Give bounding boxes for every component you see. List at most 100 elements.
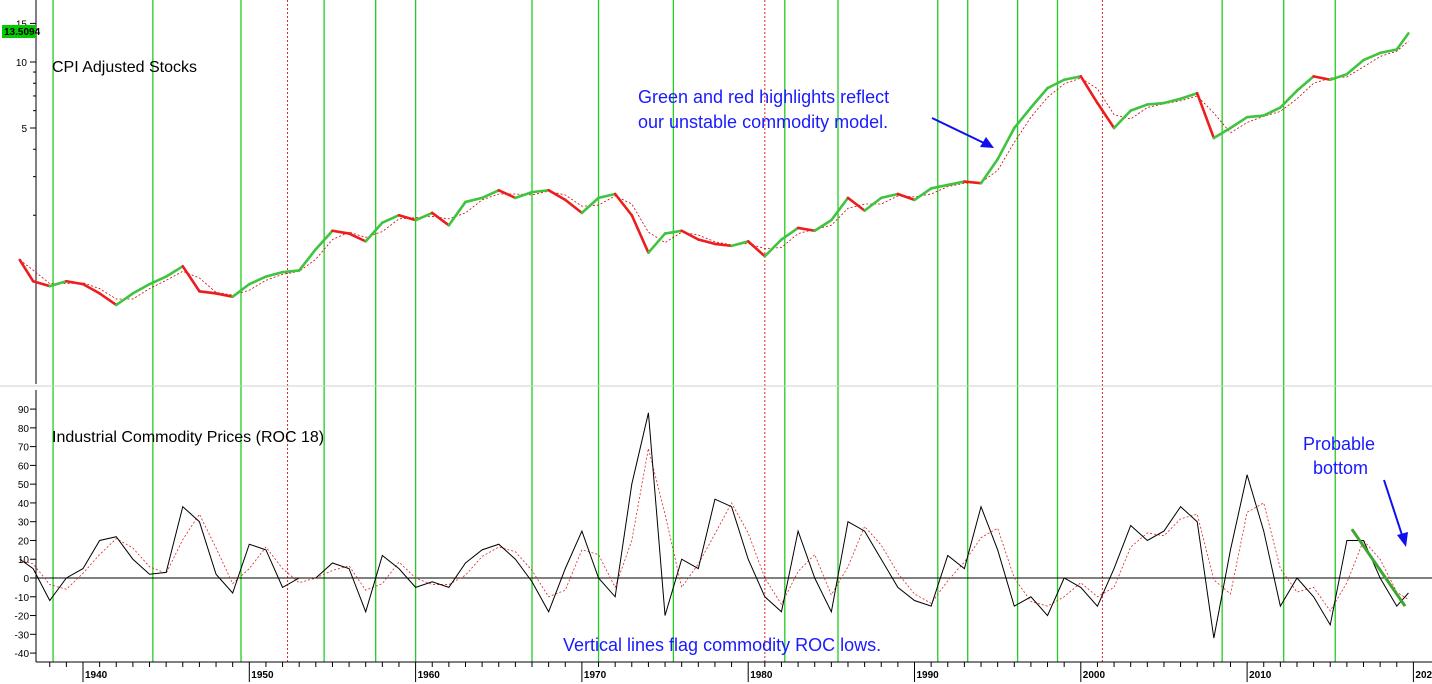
stocks-segment xyxy=(547,188,567,202)
stocks-segment xyxy=(830,196,850,222)
last-value-badge xyxy=(2,25,36,38)
x-tick-label: 2000 xyxy=(1083,670,1106,681)
stocks-segment xyxy=(563,198,584,215)
stocks-segment xyxy=(680,229,700,241)
bottom-y-tick-label: 50 xyxy=(18,480,30,491)
bottom-y-tick-label: 20 xyxy=(18,536,30,547)
stocks-segment xyxy=(447,200,467,227)
stocks-segment xyxy=(946,180,966,187)
stocks-segment xyxy=(1345,58,1365,76)
probable-bottom-line1: Probable xyxy=(1303,434,1375,454)
bottom-y-tick-label: -20 xyxy=(15,612,30,623)
stocks-segment xyxy=(530,188,550,194)
x-tick-label: 2020 xyxy=(1415,670,1432,681)
stocks-segment xyxy=(231,282,251,299)
stocks-segment xyxy=(331,229,351,235)
stocks-segment xyxy=(48,279,68,288)
x-tick-label: 1990 xyxy=(917,670,940,681)
stocks-segment xyxy=(314,229,334,251)
roc-signal-line xyxy=(19,448,1409,612)
stocks-segment xyxy=(763,238,783,258)
stocks-segment xyxy=(913,187,933,202)
x-tick-label: 1960 xyxy=(418,670,441,681)
stocks-segment xyxy=(131,282,151,295)
stocks-segment xyxy=(730,240,750,248)
stocks-segment xyxy=(181,264,201,293)
stocks-segment xyxy=(1245,114,1266,119)
highlight-note-line2: our unstable commodity model. xyxy=(638,112,888,132)
x-tick-label: 1940 xyxy=(85,670,108,681)
bottom-y-tick-label: 90 xyxy=(18,405,30,416)
stocks-segment xyxy=(364,221,384,243)
x-tick-label: 1950 xyxy=(251,670,274,681)
roc-series-layer xyxy=(19,412,1409,639)
roc-trend-line xyxy=(1350,528,1407,608)
bottom-y-tick-label: 70 xyxy=(18,443,30,454)
stocks-segment xyxy=(1096,101,1116,130)
highlight-note-arrowhead xyxy=(980,137,994,148)
stocks-segment xyxy=(65,279,85,286)
stocks-segment xyxy=(996,126,1016,161)
stocks-segment xyxy=(813,218,833,233)
bottom-y-tick-label: -30 xyxy=(15,630,30,641)
stocks-segment xyxy=(630,213,650,254)
stocks-segment xyxy=(1279,89,1299,109)
stocks-series-layer xyxy=(18,32,1410,307)
stocks-segment xyxy=(697,238,717,246)
stocks-segment xyxy=(1262,106,1282,117)
stocks-segment xyxy=(1062,75,1083,82)
highlight-note-line1: Green and red highlights reflect xyxy=(638,87,889,107)
stocks-segment xyxy=(929,183,950,190)
stocks-segment xyxy=(846,196,866,212)
bottom-y-tick-label: 0 xyxy=(23,574,29,585)
stocks-segment xyxy=(1378,48,1399,55)
stocks-segment xyxy=(1046,78,1066,90)
bottom-y-tick-label: -10 xyxy=(15,593,30,604)
stocks-segment xyxy=(1146,101,1166,106)
stocks-segment xyxy=(1162,97,1182,105)
top-panel-title: CPI Adjusted Stocks xyxy=(52,59,197,76)
probable-bottom-arrowhead xyxy=(1397,532,1408,547)
stocks-segment xyxy=(464,196,484,204)
x-tick-label: 2010 xyxy=(1249,670,1272,681)
stocks-segment xyxy=(281,269,301,274)
stocks-segment xyxy=(1212,126,1232,140)
stocks-segment xyxy=(979,157,999,185)
stocks-segment xyxy=(1328,72,1349,82)
stocks-segment xyxy=(663,229,683,235)
stocks-segment xyxy=(148,275,168,286)
stocks-segment xyxy=(480,188,501,200)
highlight-note-arrow xyxy=(931,117,985,144)
stocks-segment xyxy=(1395,32,1410,51)
stocks-segment xyxy=(397,213,417,222)
stocks-segment xyxy=(863,196,883,212)
stocks-segment xyxy=(248,275,268,286)
roc-line xyxy=(19,412,1409,639)
stocks-segment xyxy=(98,292,118,307)
x-ticks: 1940 1950 1960 1970 1980 1990 2000 2010 2020 xyxy=(49,662,1432,682)
bottom-y-tick-label: 60 xyxy=(18,461,30,472)
stocks-segment xyxy=(297,247,318,272)
bottom-y-tick-label: 40 xyxy=(18,499,30,510)
stocks-segment xyxy=(746,240,767,258)
stocks-segment xyxy=(879,192,900,200)
stocks-segment xyxy=(1029,86,1049,109)
stocks-segment xyxy=(613,192,634,217)
stocks-segment xyxy=(214,292,234,299)
stocks-segment xyxy=(780,226,800,241)
stocks-segment xyxy=(81,282,101,295)
stocks-segment xyxy=(1362,51,1382,62)
stocks-segment xyxy=(580,196,600,215)
bottom-panel-title: Industrial Commodity Prices (ROC 18) xyxy=(52,429,324,446)
stocks-segment xyxy=(1079,75,1099,105)
stocks-segment xyxy=(164,264,185,278)
stocks-segment xyxy=(347,232,368,243)
stocks-segment xyxy=(514,190,534,200)
stocks-segment xyxy=(114,292,135,307)
probable-bottom-line2: bottom xyxy=(1313,458,1368,478)
stocks-segment xyxy=(1312,75,1332,82)
x-tick-label: 1970 xyxy=(584,670,607,681)
stocks-segment xyxy=(497,188,517,200)
